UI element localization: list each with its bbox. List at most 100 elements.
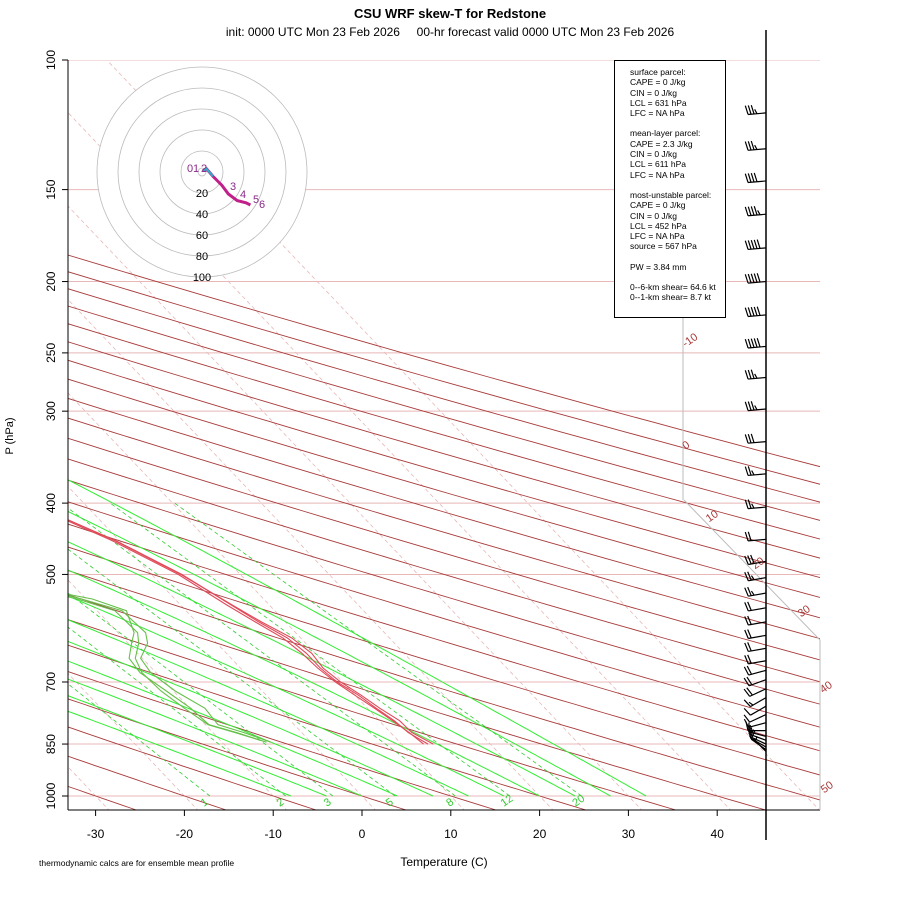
wind-barb-feather [750,369,755,379]
wind-barb [744,531,767,542]
wind-barb-feather [744,206,749,216]
info-line: 0--1-km shear= 8.7 kt [630,292,712,303]
info-block: surface parcel: CAPE = 0 J/kg CIN = 0 J/kg… [630,67,725,118]
wind-barb-feather [750,575,755,581]
footnote: thermodynamic calcs are for ensemble mea… [39,858,235,868]
hodograph-ring-label: 100 [193,272,211,284]
wind-barb-feather [756,337,761,348]
x-tick-label: 0 [359,827,366,841]
wind-barb-feather [751,470,755,476]
wind-barb-feather [754,373,758,379]
wind-barb-feather [747,240,752,250]
hodograph-ring [96,66,308,278]
wind-barb-feather [744,655,749,665]
mixing-ratio-line [68,592,334,797]
mixing-ratio-lines [68,502,582,797]
wind-barb-feather [753,172,758,182]
y-tick-label: 200 [44,271,58,291]
info-line: source = 567 hPa [630,241,697,252]
info-line: CIN = 0 J/kg [630,149,678,160]
wind-barb [743,697,767,708]
isotherm-label: 40 [818,679,835,696]
info-block: PW = 3.84 mm [630,262,725,272]
isotherm-label: 50 [819,779,836,796]
wind-barb-feather [744,572,749,581]
dry-adiabat-line [68,755,228,810]
wind-barb-feather [743,666,750,676]
wind-barb [743,687,767,697]
wind-barb-shaft [750,737,767,748]
dry-adiabat-line [68,501,820,728]
wind-barb-feather [744,105,749,115]
wind-barb-feather [750,140,755,150]
hodograph-point-label: 3 [230,181,236,193]
wind-barb [744,571,767,582]
parcel-info-panel: surface parcel: CAPE = 0 J/kg CIN = 0 J/kg… [614,60,726,318]
wind-barb-feather [744,587,749,597]
wind-barb-feather [756,273,761,283]
info-line: LCL = 611 hPa [630,159,687,170]
y-tick-label: 250 [44,343,58,363]
dry-adiabat-line [68,698,408,810]
wind-barb-feather [747,206,752,216]
wind-barb-feather [743,699,751,707]
mixing-ratio-label: 8 [444,796,456,809]
x-tick-label: -20 [176,827,194,841]
info-line: CAPE = 0 J/kg [630,77,686,88]
hodograph-point-label: 5 [253,194,259,206]
mixing-ratio-line [68,683,211,797]
x-tick-label: 30 [622,827,636,841]
wind-barb [744,337,767,349]
wind-barb-feather [751,503,755,509]
wind-barb-feather [750,554,755,564]
wind-barb-feather [750,206,755,216]
wind-barb-feather [747,273,752,284]
moist-adiabat-line [68,479,647,797]
wind-barb-feather [747,466,752,476]
wind-barb-feather [744,602,749,612]
wind-barb [744,306,767,318]
mixing-ratio-label: 1 [199,796,211,809]
y-tick-label: 100 [44,50,58,70]
moist-adiabat-line [68,695,327,797]
mixing-ratio-line [68,507,456,797]
dry-adiabat-line [68,570,820,801]
hodograph-point-label: 2 [201,163,207,175]
temperature-profile-line [68,519,429,745]
hodograph-ring [138,108,266,236]
wind-barb-feather [750,433,755,443]
isotherm-line [68,205,643,810]
moist-adiabat-line [68,640,434,797]
dry-adiabat-line [68,479,820,705]
dry-adiabat-line [68,271,820,485]
wind-barb [744,629,767,640]
dry-adiabat-line [68,288,820,503]
wind-barb-feather [747,531,752,541]
info-line: 0--6-km shear= 64.6 kt [630,282,716,293]
x-axis-title: Temperature (C) [400,855,487,869]
isotherm-label: 0 [680,439,692,452]
wind-barb [744,499,767,510]
y-tick-label: 500 [44,564,58,584]
mixing-ratio-line [68,626,287,797]
wind-barb-feather [744,642,749,652]
wind-barb-feather [744,274,749,284]
wind-barb-feather [753,338,758,348]
wind-barb-feather [756,306,761,316]
wind-barb-feather [747,141,752,151]
dry-adiabat-line [68,437,820,661]
wind-barb-feather [753,239,758,249]
info-line: mean-layer parcel: [630,128,701,139]
sounding-profiles [68,519,434,745]
hodograph-point-label: 0 [187,163,193,175]
info-line: most-unstable parcel: [630,189,712,200]
wind-barb [743,713,767,723]
wind-barb [744,586,767,597]
x-tick-label: -10 [265,827,283,841]
info-line: PW = 3.84 mm [630,261,687,272]
wind-barb-feather [754,405,758,411]
wind-barb [743,705,767,716]
hodograph-point-label: 1 [193,163,199,175]
wind-barb [744,140,767,151]
